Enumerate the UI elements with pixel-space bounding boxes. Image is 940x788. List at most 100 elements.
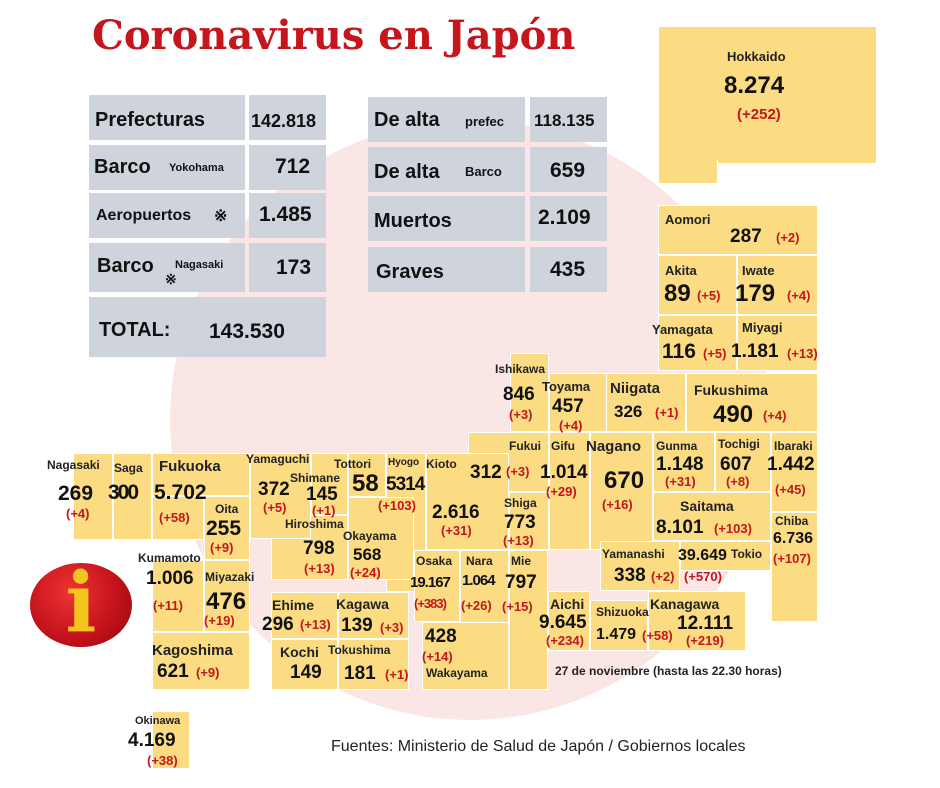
alta-pref-label: De alta bbox=[374, 109, 440, 131]
pref-name-fukui: Fukui bbox=[509, 439, 541, 453]
region-miyagi bbox=[737, 315, 818, 371]
region-kochi bbox=[271, 639, 338, 690]
pref-value-ibaraki: 1.442 bbox=[767, 454, 815, 475]
region-miyazaki bbox=[204, 560, 250, 632]
summary-graves-label: Graves bbox=[368, 247, 525, 292]
pref-delta-hiroshima: (+13) bbox=[304, 561, 335, 576]
pref-name-okayama: Okayama bbox=[343, 529, 397, 543]
region-ibaraki bbox=[771, 432, 818, 512]
pref-delta-fukui: (+3) bbox=[506, 464, 530, 479]
pref-name-ehime: Ehime bbox=[272, 597, 315, 613]
pref-delta-okayama: (+24) bbox=[350, 565, 381, 580]
pref-value-hiroshima: 798 bbox=[303, 538, 335, 559]
pref-value-nagano: 670 bbox=[604, 467, 645, 494]
pref-value-tokushima: 181 bbox=[344, 663, 376, 684]
pref-delta-ehime: (+13) bbox=[300, 617, 331, 632]
alta-barco-sub: Barco bbox=[465, 164, 502, 179]
info-icon-letter: i bbox=[65, 555, 97, 651]
graves-value: 435 bbox=[550, 258, 586, 281]
pref-name-fukuoka: Fukuoka bbox=[159, 458, 221, 475]
pref-name-wakayama: Wakayama bbox=[426, 666, 488, 680]
pref-name-kioto: Kioto bbox=[426, 457, 457, 471]
pref-delta-shimane: (+1) bbox=[312, 503, 336, 518]
pref-name-okinawa: Okinawa bbox=[135, 715, 181, 727]
region-yamagata bbox=[658, 315, 737, 371]
pref-name-chiba: Chiba bbox=[775, 514, 809, 528]
barco2-label: Barco bbox=[97, 255, 154, 277]
region-hokkaido-tail bbox=[658, 160, 718, 184]
summary-prefecturas-label: Prefecturas bbox=[89, 95, 245, 140]
info-icon: i bbox=[30, 555, 132, 651]
total-value: 143.530 bbox=[209, 320, 285, 343]
barco-sub: Yokohama bbox=[169, 162, 224, 174]
pref-delta-kioto: (+31) bbox=[441, 523, 472, 538]
pref-value-okinawa: 4.169 bbox=[128, 730, 176, 751]
summary-alta-pref-label: De alta prefec bbox=[368, 97, 525, 142]
pref-value-kagoshima: 621 bbox=[157, 661, 189, 682]
summary-alta-pref-value: 118.135 bbox=[530, 97, 607, 142]
pref-name-gunma: Gunma bbox=[656, 439, 698, 453]
pref-value-yamagata: 116 bbox=[662, 340, 696, 363]
pref-delta-okinawa: (+38) bbox=[147, 753, 178, 768]
pref-delta-kanagawa: (+219) bbox=[686, 633, 724, 648]
pref-value-fukui: 312 bbox=[470, 462, 502, 483]
pref-name-iwate: Iwate bbox=[742, 263, 775, 278]
pref-value-kumamoto: 1.006 bbox=[146, 568, 194, 589]
pref-name-mie: Mie bbox=[511, 554, 532, 568]
pref-value-hokkaido: 8.274 bbox=[724, 72, 785, 99]
pref-delta-wakayama: (+14) bbox=[422, 649, 453, 664]
pref-delta-miyagi: (+13) bbox=[787, 346, 818, 361]
summary-aeropuertos-label: Aeropuertos ※ bbox=[89, 193, 245, 238]
pref-value-nara: 1.064 bbox=[462, 572, 496, 589]
pref-name-aichi: Aichi bbox=[550, 596, 585, 612]
graves-label: Graves bbox=[376, 261, 444, 283]
page-title: Coronavirus en Japón bbox=[92, 12, 576, 59]
pref-value-shiga: 773 bbox=[504, 512, 536, 533]
pref-value-miyagi: 1.181 bbox=[731, 341, 779, 362]
summary-barco-label: Barco Yokohama bbox=[89, 145, 245, 190]
prefecturas-label: Prefecturas bbox=[95, 109, 206, 131]
region-chiba bbox=[771, 512, 818, 622]
pref-name-fukushima: Fukushima bbox=[694, 382, 768, 398]
region-okayama bbox=[348, 497, 414, 580]
pref-delta-tokio: (+570) bbox=[684, 569, 722, 584]
region-aichi bbox=[548, 591, 590, 651]
pref-delta-yamaguchi: (+5) bbox=[263, 500, 287, 515]
region-fukuoka bbox=[152, 453, 250, 496]
region-akita bbox=[658, 255, 737, 315]
pref-name-toyama: Toyama bbox=[542, 379, 591, 394]
pref-value-kioto: 2.616 bbox=[432, 502, 480, 523]
summary-alta-barco-value: 659 bbox=[530, 147, 607, 192]
pref-delta-fukuoka: (+58) bbox=[159, 510, 190, 525]
region-yamanashi bbox=[600, 541, 680, 591]
region-shiga bbox=[509, 492, 549, 550]
pref-delta-tokushima: (+1) bbox=[385, 667, 409, 682]
prefecturas-value: 142.818 bbox=[251, 111, 317, 131]
aeropuertos-value: 1.485 bbox=[259, 203, 312, 226]
barco2-sub: Nagasaki bbox=[175, 259, 224, 271]
pref-value-fukushima: 490 bbox=[713, 401, 754, 428]
region-oita bbox=[204, 496, 250, 560]
pref-name-shimane: Shimane bbox=[290, 471, 341, 485]
pref-name-ishikawa: Ishikawa bbox=[495, 362, 546, 376]
region-fukuoka-lower bbox=[152, 496, 204, 540]
region-shizuoka bbox=[590, 600, 648, 651]
pref-value-shizuoka: 1.479 bbox=[596, 626, 637, 643]
region-ishikawa bbox=[510, 353, 549, 432]
pref-delta-toyama: (+4) bbox=[559, 418, 583, 433]
pref-value-kochi: 149 bbox=[290, 662, 322, 683]
pref-value-yamanashi: 338 bbox=[614, 565, 646, 586]
region-tottori bbox=[348, 453, 386, 497]
region-osaka bbox=[414, 550, 460, 622]
pref-name-miyagi: Miyagi bbox=[742, 320, 783, 335]
pref-delta-saitama: (+103) bbox=[714, 521, 752, 536]
pref-delta-yamanashi: (+2) bbox=[651, 569, 675, 584]
summary-muertos-value: 2.109 bbox=[530, 196, 607, 241]
pref-delta-tochigi: (+8) bbox=[726, 474, 750, 489]
alta-barco-value: 659 bbox=[550, 159, 586, 182]
pref-value-gunma: 1.148 bbox=[656, 454, 704, 475]
pref-name-gifu: Gifu bbox=[551, 439, 575, 453]
alta-barco-label: De alta bbox=[374, 161, 440, 183]
pref-delta-kagoshima: (+9) bbox=[196, 665, 220, 680]
muertos-label: Muertos bbox=[374, 210, 452, 232]
